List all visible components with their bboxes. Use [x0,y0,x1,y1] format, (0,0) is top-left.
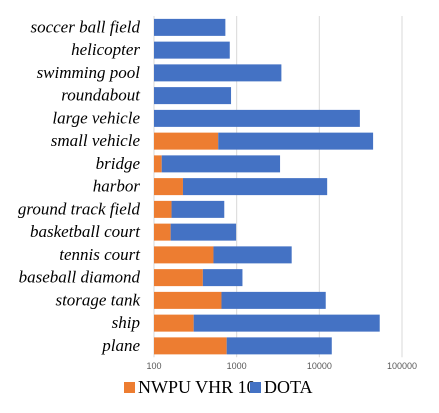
bar-dota [182,178,328,196]
bar-dota [193,314,380,332]
bar-dota [226,337,332,355]
category-label: ship [112,313,140,332]
legend-label: NWPU VHR 10 [138,377,256,397]
category-label: large vehicle [52,108,140,127]
bar-nwpu-vhr-10 [154,132,219,150]
category-label: ground track field [18,199,141,218]
category-label: baseball diamond [19,268,141,287]
x-tick-label: 1000 [227,361,247,371]
bar-nwpu-vhr-10 [154,200,172,218]
bar-nwpu-vhr-10 [154,269,203,287]
category-label: soccer ball field [30,17,140,36]
x-tick-label: 10000 [307,361,332,371]
bar-nwpu-vhr-10 [154,155,162,173]
bar-nwpu-vhr-10 [154,337,227,355]
bar-nwpu-vhr-10 [154,178,183,196]
category-label: tennis court [59,245,141,264]
bar-dota [202,269,243,287]
category-label: swimming pool [37,63,141,82]
legend: NWPU VHR 10 DOTA [124,377,313,397]
legend-swatch [124,382,135,393]
bar-dota [170,223,237,241]
category-label: plane [101,336,140,355]
bars [154,18,380,355]
category-label: small vehicle [51,131,141,150]
legend-swatch [250,382,261,393]
category-label: storage tank [55,290,140,309]
bar-dota [161,155,281,173]
bar-dota [154,64,282,82]
bar-dota [221,291,326,309]
bar-dota [218,132,374,150]
category-label: roundabout [61,86,141,105]
x-tick-label: 100 [146,361,161,371]
bar-dota [154,109,360,127]
bar-nwpu-vhr-10 [154,314,194,332]
x-tick-label: 100000 [387,361,417,371]
bar-nwpu-vhr-10 [154,291,222,309]
legend-label: DOTA [264,377,313,397]
x-axis-tick-labels: 100 1000 10000 100000 [146,361,417,371]
bar-nwpu-vhr-10 [154,223,171,241]
category-label: harbor [93,177,141,196]
bar-dota [154,41,230,59]
bar-dota [154,18,226,36]
bar-dota [154,87,232,105]
bar-dota [213,246,292,264]
category-labels: soccer ball field helicopter swimming pool… [18,17,141,355]
category-label: helicopter [71,40,140,59]
category-label: bridge [96,154,141,173]
bar-nwpu-vhr-10 [154,246,214,264]
bar-dota [171,200,225,218]
category-label: basketball court [30,222,141,241]
